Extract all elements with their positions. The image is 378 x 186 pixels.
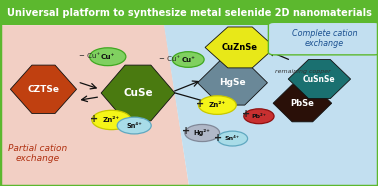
Text: PbSe: PbSe bbox=[290, 99, 314, 108]
Circle shape bbox=[92, 110, 131, 130]
Text: Cu⁺: Cu⁺ bbox=[101, 54, 115, 60]
Text: Cu⁺: Cu⁺ bbox=[181, 57, 195, 62]
Polygon shape bbox=[197, 60, 268, 105]
Circle shape bbox=[244, 109, 274, 124]
Text: Hg²⁺: Hg²⁺ bbox=[194, 129, 211, 137]
Circle shape bbox=[90, 48, 126, 66]
Polygon shape bbox=[101, 65, 175, 121]
Text: Partial cation
exchange: Partial cation exchange bbox=[8, 144, 67, 163]
Text: HgSe: HgSe bbox=[219, 78, 246, 87]
Text: CuSnSe: CuSnSe bbox=[303, 75, 336, 84]
Text: Zn²⁺: Zn²⁺ bbox=[103, 117, 120, 123]
Polygon shape bbox=[273, 85, 332, 122]
Text: Complete cation
exchange: Complete cation exchange bbox=[291, 29, 357, 48]
Text: CZTSe: CZTSe bbox=[28, 85, 59, 94]
Text: Sn⁴⁺: Sn⁴⁺ bbox=[126, 123, 142, 129]
Circle shape bbox=[198, 96, 236, 114]
Polygon shape bbox=[164, 25, 378, 186]
Text: CuSe: CuSe bbox=[123, 88, 153, 98]
Text: − Cu⁺: − Cu⁺ bbox=[79, 53, 100, 59]
Text: +: + bbox=[242, 109, 250, 119]
Text: − Cu⁺: − Cu⁺ bbox=[159, 56, 180, 62]
Text: CuZnSe: CuZnSe bbox=[222, 43, 258, 52]
Text: +: + bbox=[196, 99, 204, 109]
Polygon shape bbox=[288, 60, 350, 99]
Circle shape bbox=[172, 52, 204, 67]
Text: +: + bbox=[214, 133, 223, 143]
Polygon shape bbox=[205, 27, 275, 68]
Text: +: + bbox=[90, 114, 98, 124]
Text: Zn²⁺: Zn²⁺ bbox=[209, 102, 226, 108]
Polygon shape bbox=[0, 25, 189, 186]
Text: Pb²⁺: Pb²⁺ bbox=[251, 114, 266, 119]
Text: +: + bbox=[182, 126, 191, 136]
Text: Universal platform to synthesize metal selenide 2D nanomaterials: Universal platform to synthesize metal s… bbox=[6, 8, 372, 17]
Text: remaining copper: remaining copper bbox=[274, 69, 330, 74]
Circle shape bbox=[185, 124, 220, 142]
Circle shape bbox=[117, 117, 151, 134]
Text: Sn⁴⁺: Sn⁴⁺ bbox=[225, 136, 240, 141]
Circle shape bbox=[217, 131, 248, 146]
Polygon shape bbox=[0, 0, 378, 25]
Polygon shape bbox=[11, 65, 76, 113]
FancyBboxPatch shape bbox=[268, 22, 378, 55]
